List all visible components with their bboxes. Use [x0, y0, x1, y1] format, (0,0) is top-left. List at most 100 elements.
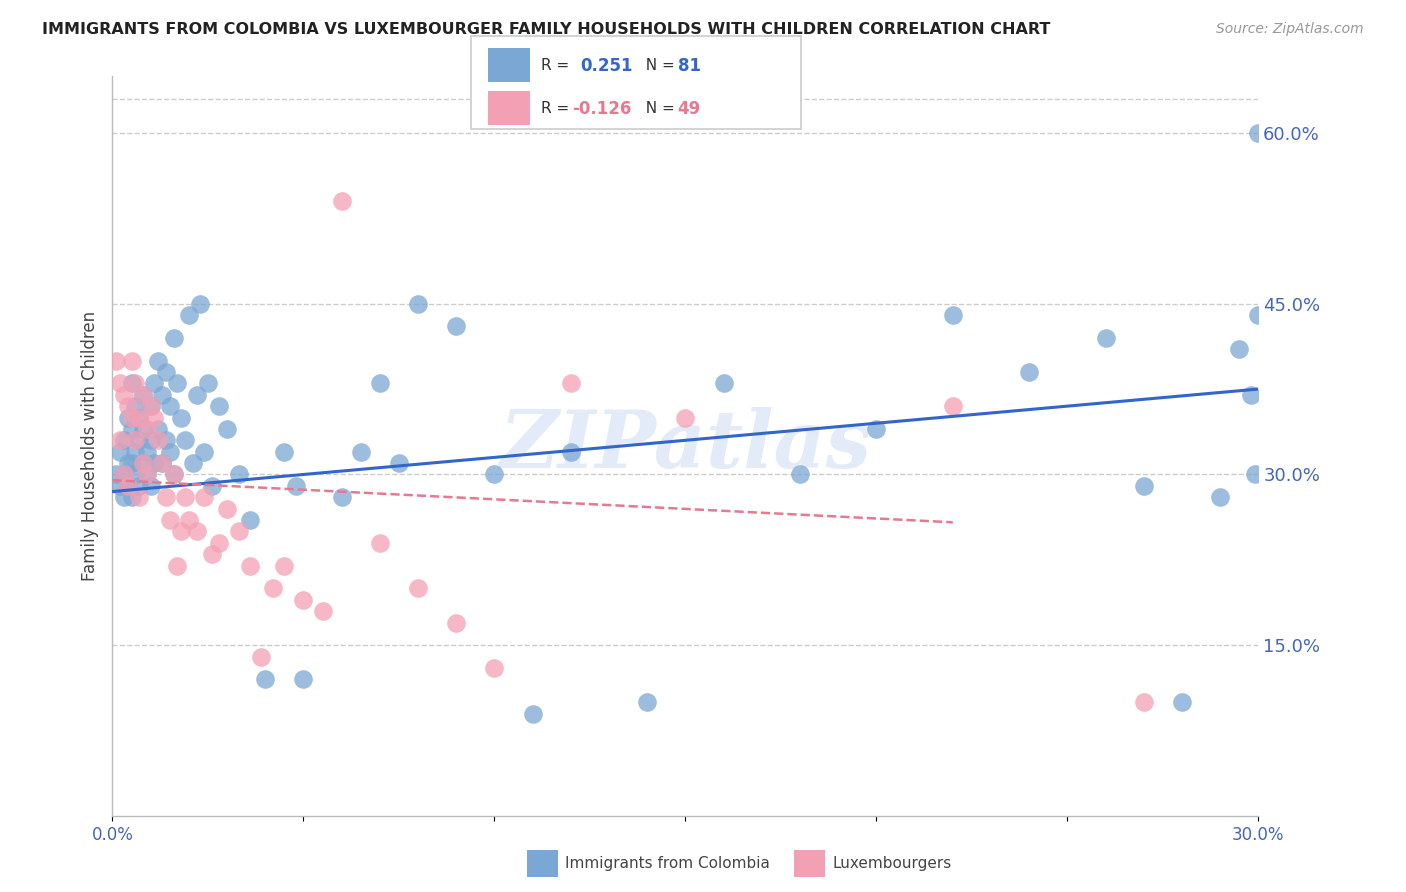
Point: [201, 547, 224, 561]
Point: [273, 558, 295, 573]
Point: [150, 456, 173, 470]
Point: [150, 388, 173, 402]
Text: IMMIGRANTS FROM COLOMBIA VS LUXEMBOURGER FAMILY HOUSEHOLDS WITH CHILDREN CORRELA: IMMIGRANTS FROM COLOMBIA VS LUXEMBOURGER…: [42, 22, 1050, 37]
Text: R =: R =: [541, 101, 575, 116]
Point: [124, 444, 146, 458]
Point: [159, 444, 181, 458]
Point: [942, 399, 965, 413]
Point: [1243, 467, 1265, 482]
Point: [132, 422, 155, 436]
Point: [143, 410, 166, 425]
Point: [139, 434, 162, 448]
Point: [124, 434, 146, 448]
Point: [128, 479, 150, 493]
Point: [174, 490, 197, 504]
Text: Luxembourgers: Luxembourgers: [832, 856, 952, 871]
Point: [159, 399, 181, 413]
Point: [159, 513, 181, 527]
Text: ZIPatlas: ZIPatlas: [499, 408, 872, 484]
Point: [311, 604, 333, 618]
Point: [166, 558, 188, 573]
Point: [388, 456, 411, 470]
Point: [117, 479, 139, 493]
Point: [124, 399, 146, 413]
Point: [162, 467, 184, 482]
Point: [105, 467, 128, 482]
Point: [121, 422, 143, 436]
Point: [117, 410, 139, 425]
Point: [177, 513, 200, 527]
Point: [484, 467, 506, 482]
Point: [217, 501, 239, 516]
Point: [128, 410, 150, 425]
Point: [865, 422, 887, 436]
Point: [128, 434, 150, 448]
Point: [117, 456, 139, 470]
Point: [560, 444, 582, 458]
Point: [108, 479, 131, 493]
Point: [444, 615, 467, 630]
Point: [560, 376, 582, 391]
Point: [188, 296, 211, 310]
Text: Immigrants from Colombia: Immigrants from Colombia: [565, 856, 770, 871]
Point: [181, 456, 204, 470]
Point: [942, 308, 965, 322]
Point: [250, 649, 273, 664]
Point: [132, 456, 155, 470]
Point: [143, 456, 166, 470]
Point: [132, 388, 155, 402]
Point: [112, 434, 135, 448]
Point: [148, 434, 170, 448]
Point: [1018, 365, 1040, 379]
Point: [162, 331, 184, 345]
Point: [112, 388, 135, 402]
Point: [135, 467, 157, 482]
Point: [148, 422, 170, 436]
Point: [166, 376, 188, 391]
Point: [484, 661, 506, 675]
Point: [135, 422, 157, 436]
Point: [143, 376, 166, 391]
Text: N =: N =: [636, 101, 679, 116]
Point: [262, 582, 284, 596]
Point: [139, 399, 162, 413]
Point: [121, 410, 143, 425]
Text: -0.126: -0.126: [572, 100, 631, 118]
Point: [789, 467, 811, 482]
Point: [444, 319, 467, 334]
Point: [1209, 490, 1232, 504]
Point: [112, 467, 135, 482]
Point: [186, 388, 208, 402]
Point: [406, 582, 429, 596]
Point: [273, 444, 295, 458]
Point: [132, 456, 155, 470]
Text: N =: N =: [636, 58, 679, 73]
Point: [1133, 695, 1156, 709]
Point: [239, 513, 262, 527]
Point: [228, 467, 250, 482]
Point: [135, 444, 157, 458]
Point: [128, 410, 150, 425]
Point: [162, 467, 184, 482]
Point: [186, 524, 208, 539]
Text: 49: 49: [678, 100, 702, 118]
Point: [208, 536, 231, 550]
Text: 0.251: 0.251: [581, 57, 633, 75]
Point: [155, 434, 177, 448]
Point: [1240, 388, 1263, 402]
Point: [368, 376, 391, 391]
Point: [228, 524, 250, 539]
Point: [155, 365, 177, 379]
Point: [121, 353, 143, 368]
Point: [117, 479, 139, 493]
Point: [368, 536, 391, 550]
Point: [1094, 331, 1116, 345]
Point: [350, 444, 373, 458]
Point: [193, 444, 215, 458]
Point: [1247, 308, 1270, 322]
Point: [108, 444, 131, 458]
Point: [108, 434, 131, 448]
Point: [636, 695, 658, 709]
Point: [177, 308, 200, 322]
Point: [1171, 695, 1194, 709]
